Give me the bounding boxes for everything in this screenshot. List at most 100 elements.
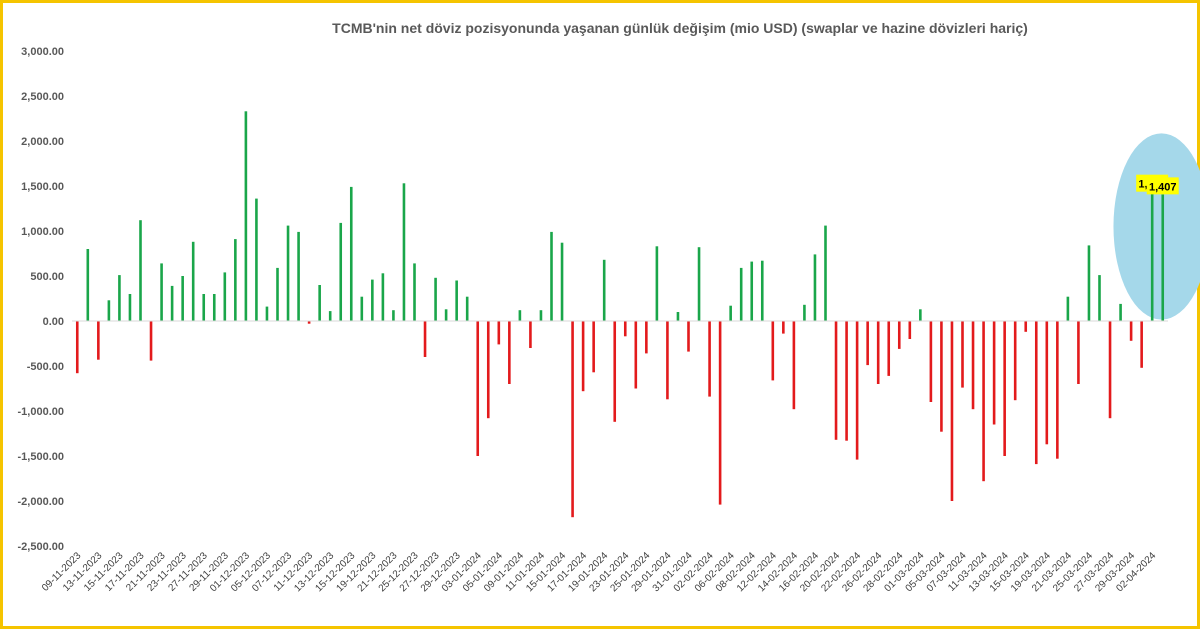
bar	[234, 239, 237, 321]
bar	[834, 321, 838, 440]
bar	[803, 304, 806, 321]
y-tick-label: 1,000.00	[21, 226, 64, 238]
bar	[1045, 321, 1049, 445]
data-label: 1,407	[1146, 177, 1179, 195]
bar	[560, 242, 564, 321]
bar	[1129, 321, 1133, 341]
bar	[107, 300, 111, 321]
bar	[1140, 321, 1143, 368]
bar	[518, 310, 522, 321]
bar	[276, 267, 279, 321]
bar	[413, 263, 416, 321]
highlight-ellipse	[1113, 133, 1200, 320]
bar	[97, 321, 100, 360]
bar	[444, 309, 448, 321]
bar	[929, 321, 933, 402]
bar	[897, 321, 901, 349]
y-tick-label: -2,000.00	[18, 496, 64, 508]
y-tick-label: -500.00	[27, 361, 64, 373]
bar	[191, 241, 195, 321]
bar	[792, 321, 796, 410]
bar	[592, 321, 595, 373]
bar	[455, 280, 458, 321]
bar	[539, 310, 543, 321]
bar	[1034, 321, 1038, 465]
bar	[476, 321, 480, 456]
bars	[75, 111, 1165, 518]
bar	[255, 198, 258, 321]
bar	[750, 261, 754, 321]
bar	[1003, 321, 1006, 456]
bar	[297, 231, 300, 321]
bar	[687, 321, 690, 352]
bar	[876, 321, 880, 384]
y-tick-label: 2,500.00	[21, 91, 64, 103]
bar	[1087, 245, 1091, 321]
data-label-text: 1,407	[1149, 181, 1177, 193]
bar	[940, 321, 943, 432]
highlight-layer	[1113, 133, 1200, 320]
bar	[529, 321, 532, 348]
bar	[465, 296, 469, 321]
bar	[402, 183, 406, 321]
chart-title: TCMB'nin net döviz pozisyonunda yaşanan …	[332, 20, 1028, 36]
bar	[623, 321, 627, 337]
bar	[782, 321, 785, 334]
bar	[1056, 321, 1059, 459]
y-tick-label: 0.00	[43, 316, 64, 328]
bar	[708, 321, 711, 397]
bar	[919, 309, 922, 321]
bar	[339, 222, 343, 321]
bar	[486, 321, 490, 419]
y-tick-label: -2,500.00	[18, 541, 64, 553]
bar	[128, 294, 132, 321]
y-tick-label: 3,000.00	[21, 46, 64, 58]
bar	[855, 321, 859, 460]
bar	[508, 321, 511, 384]
bar	[423, 321, 427, 357]
bar	[581, 321, 585, 392]
bar	[729, 305, 732, 321]
bar	[634, 321, 638, 389]
bar	[950, 321, 954, 501]
bar	[371, 279, 374, 321]
bar	[1108, 321, 1112, 419]
bar	[866, 321, 869, 366]
bar	[908, 321, 912, 339]
bar	[666, 321, 669, 400]
bar	[497, 321, 501, 345]
bar	[645, 321, 648, 354]
bar	[328, 311, 332, 321]
bar	[961, 321, 964, 388]
bar	[244, 111, 248, 321]
bar	[655, 246, 659, 321]
bar	[202, 294, 206, 321]
bar	[265, 306, 269, 321]
data-labels: 1,4371,407	[1136, 174, 1179, 195]
data-label-box	[1146, 177, 1179, 195]
bar	[75, 321, 79, 374]
bar	[118, 275, 121, 321]
bar	[349, 186, 353, 321]
bar	[760, 260, 764, 321]
bar	[434, 277, 437, 321]
bar	[181, 276, 184, 321]
y-tick-label: -1,500.00	[18, 451, 64, 463]
bar	[318, 285, 321, 321]
bar	[360, 296, 364, 321]
y-tick-label: 500.00	[30, 271, 64, 283]
bar	[286, 225, 290, 321]
bar	[1161, 194, 1165, 321]
bar	[170, 285, 174, 321]
bar	[1119, 303, 1122, 321]
bar	[718, 321, 722, 505]
bar	[613, 321, 617, 422]
bar	[381, 273, 385, 321]
bar	[160, 263, 163, 321]
bar	[824, 225, 827, 321]
bar	[212, 294, 216, 321]
bar	[992, 321, 996, 425]
bar	[602, 259, 606, 321]
bar	[771, 321, 775, 381]
